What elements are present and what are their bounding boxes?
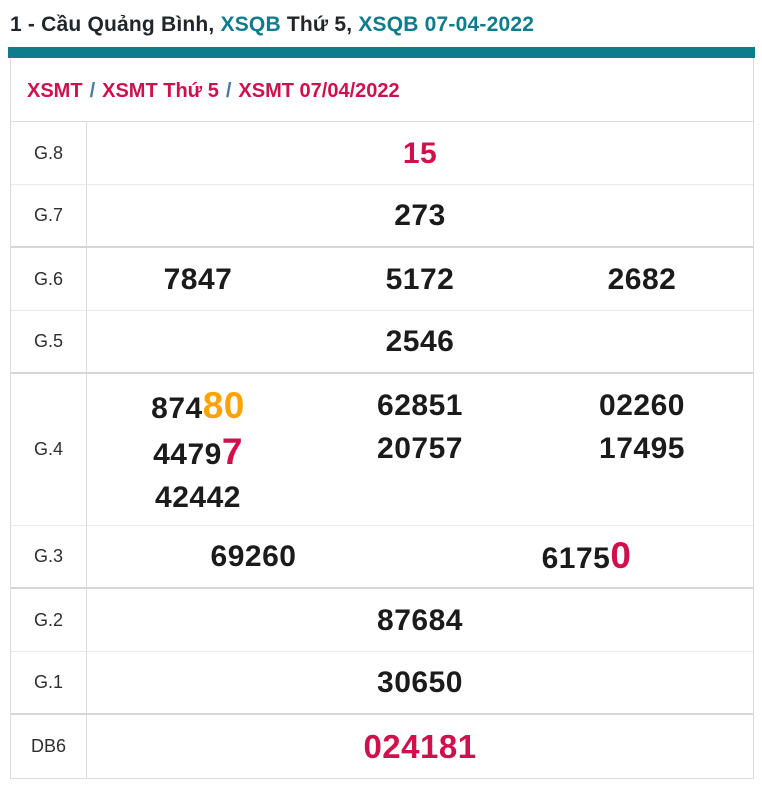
page-title-prefix: 1 - Cầu Quảng Bình,	[10, 13, 221, 36]
page-title-middle: Thứ 5,	[280, 13, 359, 36]
page-title: 1 - Cầu Quảng Bình, XSQB Thứ 5, XSQB 07-…	[10, 13, 754, 37]
prize-cell: 87480 44797 42442	[87, 374, 309, 525]
prize-cell: 30650	[87, 652, 753, 713]
prize-values: 69260 61750	[87, 526, 753, 587]
digit-segment: 62851	[377, 389, 463, 422]
prize-cell: 61750	[420, 526, 753, 587]
prize-number: 61750	[542, 534, 632, 580]
table-row-g1: G.1 30650	[11, 652, 753, 715]
prize-number: 5172	[386, 258, 455, 301]
prize-cell: 15	[87, 122, 753, 184]
table-row-g3: G.3 69260 61750	[11, 526, 753, 589]
digit-segment: 7847	[163, 262, 233, 296]
breadcrumb-link-xsmt[interactable]: XSMT	[27, 80, 83, 102]
prize-number: 02260	[599, 384, 685, 427]
teal-divider-bar	[8, 47, 755, 58]
digit-segment: 024181	[363, 728, 477, 765]
digit-segment: 2682	[607, 262, 677, 296]
breadcrumb: XSMT / XSMT Thứ 5 / XSMT 07/04/2022	[11, 58, 753, 121]
prize-label: G.7	[11, 185, 87, 246]
table-row-g5: G.5 2546	[11, 311, 753, 374]
digit-segment: 874	[151, 392, 203, 425]
prize-values: 7847 5172 2682	[87, 248, 753, 310]
digit-segment: 20757	[377, 432, 463, 465]
digit-segment: 5172	[385, 262, 455, 296]
prize-cell: 62851 20757	[309, 374, 531, 525]
prize-cell: 2546	[87, 311, 753, 372]
prize-values: 024181	[87, 715, 753, 778]
prize-number: 024181	[363, 725, 476, 768]
prize-label: G.4	[11, 374, 87, 525]
prize-cell: 273	[87, 185, 753, 246]
table-row-g6: G.6 7847 5172 2682	[11, 248, 753, 311]
prize-cell: 87684	[87, 589, 753, 651]
prize-label: G.5	[11, 311, 87, 372]
prize-values: 15	[87, 122, 753, 184]
prize-cell: 2682	[531, 248, 753, 310]
digit-segment: 273	[394, 199, 446, 232]
digit-segment: 02260	[599, 389, 685, 422]
prize-values: 87684	[87, 589, 753, 651]
digit-segment: 42442	[155, 481, 241, 514]
prize-number: 2682	[608, 258, 677, 301]
prize-number: 273	[394, 194, 446, 237]
prize-number: 69260	[211, 535, 297, 578]
prize-number: 30650	[377, 661, 463, 704]
digit-segment: 87684	[377, 603, 463, 637]
table-row-g2: G.2 87684	[11, 589, 753, 652]
digit-segment: 17495	[599, 432, 685, 465]
prize-number: 87684	[377, 599, 463, 642]
prize-label: G.8	[11, 122, 87, 184]
prize-number: 62851	[377, 384, 463, 427]
digit-segment: 4479	[153, 438, 222, 471]
prize-values: 273	[87, 185, 753, 246]
prize-cell: 024181	[87, 715, 753, 778]
table-row-g7: G.7 273	[11, 185, 753, 248]
table-row-db6: DB6 024181	[11, 715, 753, 778]
prize-cell: 7847	[87, 248, 309, 310]
prize-label: G.6	[11, 248, 87, 310]
page: 1 - Cầu Quảng Bình, XSQB Thứ 5, XSQB 07-…	[0, 13, 762, 779]
title-link-xsqb[interactable]: XSQB	[220, 13, 281, 36]
breadcrumb-link-xsmt-thu5[interactable]: XSMT Thứ 5	[102, 80, 219, 102]
digit-segment: 0	[610, 534, 632, 576]
prize-label: DB6	[11, 715, 87, 778]
prize-number: 17495	[599, 427, 685, 470]
title-link-xsqb-date[interactable]: XSQB 07-04-2022	[358, 13, 535, 36]
digit-segment: 6175	[541, 541, 611, 575]
prize-number: 44797	[153, 430, 243, 476]
prize-cell: 69260	[87, 526, 420, 587]
breadcrumb-link-xsmt-date[interactable]: XSMT 07/04/2022	[238, 80, 400, 102]
digit-segment: 7	[221, 431, 243, 472]
results-panel: XSMT / XSMT Thứ 5 / XSMT 07/04/2022 G.8 15 G.7…	[10, 58, 754, 779]
digit-segment: 15	[402, 136, 438, 170]
prize-values: 2546	[87, 311, 753, 372]
breadcrumb-separator: /	[225, 80, 232, 102]
prize-number: 15	[403, 132, 437, 175]
prize-values: 30650	[87, 652, 753, 713]
digit-segment: 69260	[210, 540, 297, 573]
breadcrumb-separator: /	[89, 80, 96, 102]
prize-label: G.3	[11, 526, 87, 587]
results-table: G.8 15 G.7 273 G.6 7847 5172 2682 G.5 2546 G.4 8748…	[11, 121, 753, 778]
prize-number: 42442	[155, 476, 241, 519]
digit-segment: 2546	[385, 325, 455, 358]
digit-segment: 80	[202, 385, 245, 426]
table-row-g8: G.8 15	[11, 122, 753, 185]
prize-number: 20757	[377, 427, 463, 470]
prize-number: 2546	[386, 320, 455, 363]
prize-number: 7847	[164, 258, 233, 301]
table-row-g4: G.4 87480 44797 42442 62851 20757 02260 17495	[11, 374, 753, 526]
prize-cell: 02260 17495	[531, 374, 753, 525]
prize-values: 87480 44797 42442 62851 20757 02260 17495	[87, 374, 753, 525]
prize-number: 87480	[151, 384, 245, 430]
prize-label: G.2	[11, 589, 87, 651]
prize-label: G.1	[11, 652, 87, 713]
prize-cell: 5172	[309, 248, 531, 310]
digit-segment: 30650	[377, 666, 463, 699]
